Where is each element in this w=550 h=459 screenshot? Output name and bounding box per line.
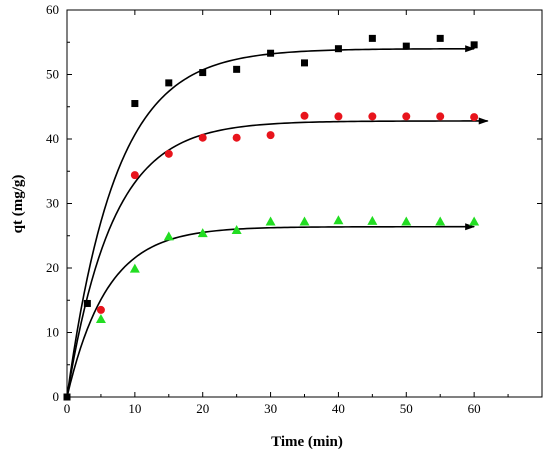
data-point-triangle: [231, 224, 242, 234]
y-tick-label: 10: [46, 325, 59, 340]
data-point-circle: [368, 112, 377, 121]
data-point-circle: [164, 149, 173, 158]
data-point-triangle: [367, 215, 378, 225]
x-tick-label: 30: [264, 401, 277, 416]
y-tick-label: 40: [46, 131, 59, 146]
data-point-circle: [470, 113, 479, 122]
data-point-circle: [232, 133, 241, 142]
data-point-triangle: [299, 216, 310, 226]
data-point-circle: [402, 112, 411, 121]
data-point-square: [165, 79, 173, 87]
data-point-square: [470, 41, 478, 49]
data-point-square: [131, 100, 139, 108]
y-tick-label: 30: [46, 196, 59, 211]
x-tick-label: 0: [64, 401, 71, 416]
x-tick-label: 20: [196, 401, 209, 416]
y-tick-label: 0: [53, 389, 60, 404]
x-tick-label: 60: [468, 401, 481, 416]
data-point-circle: [334, 112, 343, 121]
data-point-square: [436, 34, 444, 42]
data-point-triangle: [95, 313, 106, 323]
data-point-circle: [130, 171, 139, 180]
data-point-triangle: [129, 263, 140, 273]
data-point-circle: [96, 305, 105, 314]
data-point-square: [334, 45, 342, 53]
axes: 0 10 20 30 40 50 60 0 10 20 30 40 50 60: [46, 2, 543, 416]
data-point-triangle: [469, 216, 480, 226]
data-point-triangle: [435, 216, 446, 226]
fit-curve: [66, 225, 475, 398]
data-point-square: [301, 59, 308, 67]
data-point-square: [368, 34, 376, 42]
fit-curve: [66, 120, 488, 398]
fit-curves: [66, 45, 489, 398]
data-point-circle: [198, 133, 207, 142]
plot-frame: [66, 9, 543, 398]
data-point-square: [233, 65, 241, 73]
data-point-square: [267, 49, 275, 57]
data-point-triangle: [401, 216, 412, 226]
y-tick-label: 60: [46, 2, 59, 17]
data-point-triangle: [163, 231, 174, 241]
y-tick-label: 20: [46, 260, 59, 275]
data-point-square: [63, 393, 71, 401]
data-point-circle: [436, 112, 445, 121]
fit-curve-arrowhead: [478, 117, 489, 125]
fit-curve-arrowhead: [465, 223, 476, 231]
data-point-square: [83, 299, 91, 307]
data-point-triangle: [265, 216, 276, 226]
x-tick-label: 40: [332, 401, 345, 416]
data-point-triangle: [333, 215, 344, 225]
data-point-circle: [300, 111, 309, 120]
x-tick-label: 50: [400, 401, 413, 416]
data-points: [63, 34, 480, 401]
data-point-circle: [266, 131, 275, 140]
y-axis-label: qt (mg/g): [10, 175, 26, 234]
data-point-triangle: [197, 228, 208, 238]
x-axis-label: Time (min): [271, 434, 343, 450]
data-point-square: [402, 42, 410, 50]
x-tick-label: 10: [128, 401, 141, 416]
fit-curve-arrowhead: [465, 45, 476, 53]
data-point-square: [199, 69, 207, 77]
y-tick-label: 50: [46, 67, 59, 82]
